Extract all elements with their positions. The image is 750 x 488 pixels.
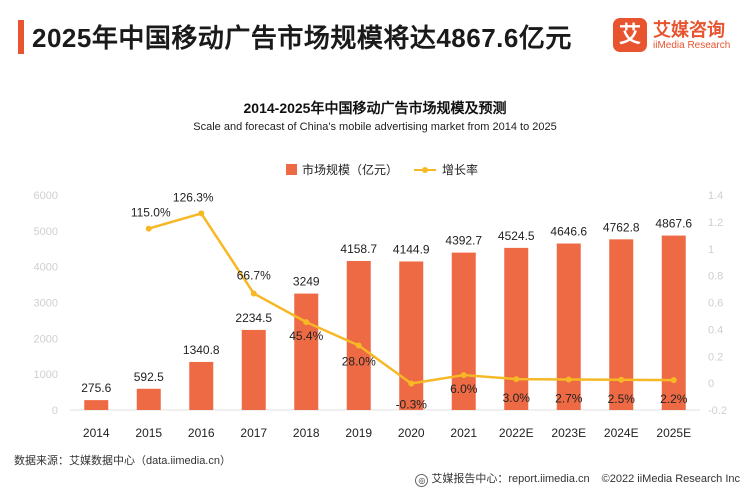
globe-icon: ◎ (415, 474, 429, 487)
y-right-tick-label: 0.2 (708, 351, 723, 363)
x-tick-label: 2015 (135, 426, 162, 440)
growth-rate-point (355, 342, 362, 349)
growth-rate-label: 6.0% (450, 382, 478, 396)
growth-rate-point (408, 380, 415, 387)
report-site-link[interactable]: 艾媒报告中心：report.iimedia.cn (431, 473, 590, 485)
copyright-text: ©2022 iiMedia Research Inc (601, 473, 740, 485)
chart-subtitle: Scale and forecast of China's mobile adv… (193, 121, 557, 133)
y-left-tick-label: 1000 (34, 369, 58, 381)
data-source-note: 数据来源：艾媒数据中心（data.iimedia.cn） (14, 455, 231, 467)
x-tick-label: 2020 (398, 426, 425, 440)
x-tick-label: 2021 (450, 426, 477, 440)
growth-rate-label: 3.0% (503, 391, 531, 405)
bar (609, 239, 634, 410)
y-left-tick-label: 5000 (34, 226, 58, 238)
y-left-tick-label: 2000 (34, 333, 58, 345)
chart-title: 2014-2025年中国移动广告市场规模及预测 (243, 100, 507, 116)
bar (556, 243, 581, 410)
y-right-tick-label: 1.4 (708, 190, 723, 202)
y-right-tick-label: 1 (708, 244, 714, 256)
bar (346, 260, 371, 410)
legend-label-line: 增长率 (442, 162, 478, 177)
legend-marker-line (422, 167, 428, 173)
x-tick-label: 2018 (293, 426, 320, 440)
growth-rate-label: 126.3% (173, 190, 214, 204)
brand-name-cn: 艾媒咨询 (653, 20, 725, 40)
brand-name-en: iiMedia Research (653, 40, 731, 51)
y-right-tick-label: 0.4 (708, 324, 723, 336)
bar (241, 329, 266, 410)
bar-value-label: 4524.5 (498, 229, 535, 243)
growth-rate-label: 45.4% (289, 329, 323, 343)
bar-value-label: 2234.5 (235, 311, 272, 325)
bar (136, 388, 161, 410)
bar-value-label: 275.6 (81, 381, 111, 395)
growth-rate-point (198, 210, 205, 217)
y-right-tick-label: 0.6 (708, 298, 723, 310)
bar (504, 247, 529, 410)
y-right-tick-label: 0.8 (708, 271, 723, 283)
bar-value-label: 3249 (293, 275, 320, 289)
bar (84, 400, 109, 410)
x-tick-label: 2023E (551, 426, 586, 440)
y-right-tick-label: 0 (708, 378, 714, 390)
legend-swatch-bars (286, 164, 297, 175)
bar-value-label: 4867.6 (655, 217, 692, 231)
growth-rate-point (460, 372, 467, 379)
brand-logo-mark-icon: 艾 (613, 18, 647, 52)
growth-rate-point (145, 225, 152, 232)
bar (399, 261, 424, 410)
growth-rate-label: 2.7% (555, 391, 583, 405)
growth-rate-label: 66.7% (237, 268, 271, 282)
x-tick-label: 2022E (499, 426, 534, 440)
bar-value-label: 4646.6 (550, 224, 587, 238)
bar-value-label: 4144.9 (393, 242, 430, 256)
bar (661, 235, 686, 410)
legend-label-bars: 市场规模（亿元） (302, 162, 398, 177)
y-left-tick-label: 3000 (34, 298, 58, 310)
y-left-tick-label: 4000 (34, 262, 58, 274)
bar (294, 293, 319, 410)
x-tick-label: 2016 (188, 426, 215, 440)
bar-value-label: 4762.8 (603, 220, 640, 234)
y-left-tick-label: 6000 (34, 190, 58, 202)
x-tick-label: 2024E (604, 426, 639, 440)
x-tick-label: 2014 (83, 426, 110, 440)
growth-rate-label: 115.0% (131, 206, 171, 220)
growth-rate-point (565, 376, 572, 383)
growth-rate-label: 2.2% (660, 392, 688, 406)
header: 2025年中国移动广告市场规模将达4867.6亿元 艾 艾媒咨询 iiMedia… (0, 0, 750, 70)
footer-credits: ◎ 艾媒报告中心：report.iimedia.cn ©2022 iiMedia R… (415, 470, 740, 487)
bar (189, 361, 214, 410)
bar-value-label: 4158.7 (340, 242, 377, 256)
title-accent-bar (18, 20, 24, 54)
y-left-tick-label: 0 (52, 405, 58, 417)
bar (451, 252, 476, 410)
y-right-tick-label: -0.2 (708, 405, 727, 417)
growth-rate-point (618, 376, 625, 383)
growth-rate-point (250, 290, 257, 297)
growth-rate-label: 28.0% (342, 355, 376, 369)
bar-value-label: 592.5 (134, 370, 164, 384)
brand-logo: 艾 艾媒咨询 iiMedia Research (613, 16, 743, 60)
x-tick-label: 2017 (240, 426, 267, 440)
y-right-tick-label: 1.2 (708, 217, 723, 229)
page-title: 2025年中国移动广告市场规模将达4867.6亿元 (32, 23, 572, 53)
growth-rate-point (513, 376, 520, 383)
bar-value-label: 4392.7 (445, 234, 482, 248)
growth-rate-point (303, 319, 310, 326)
growth-rate-point (670, 377, 677, 384)
growth-rate-label: 2.5% (608, 392, 636, 406)
x-tick-label: 2025E (656, 426, 691, 440)
growth-rate-label: -0.3% (396, 398, 428, 412)
x-tick-label: 2019 (345, 426, 372, 440)
bar-value-label: 1340.8 (183, 343, 220, 357)
